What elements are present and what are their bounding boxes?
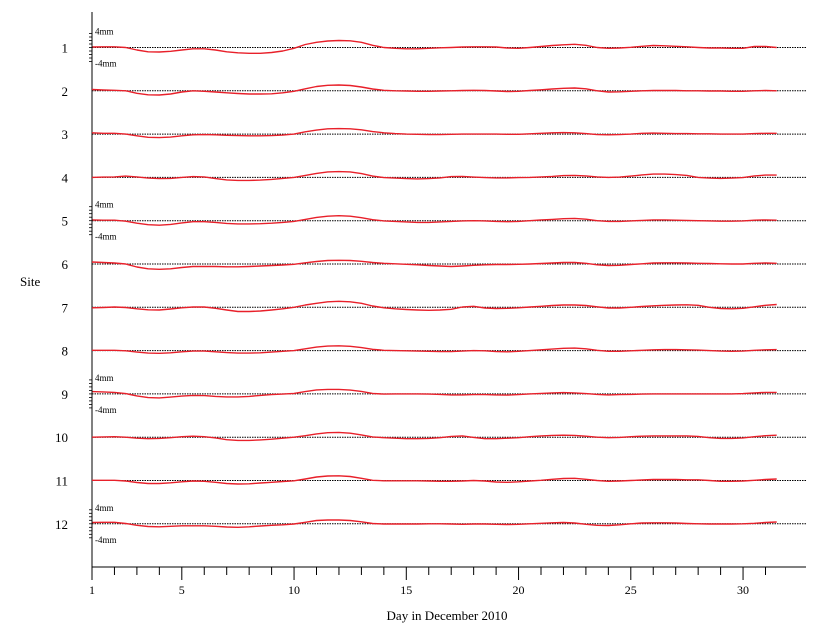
series-line-site-11: [92, 475, 777, 485]
x-tick-label-10: 10: [288, 583, 300, 597]
scale-label-top: 4mm: [95, 200, 114, 210]
site-row-12: 12 4mm -4mm: [55, 503, 806, 545]
site-row-4: 4: [62, 170, 806, 185]
series-line-site-5: [91, 214, 777, 226]
series-line-site-12: [91, 519, 777, 528]
site-row-9: 9 4mm -4mm: [62, 373, 806, 415]
site-label-5: 5: [62, 214, 69, 229]
site-row-3: 3: [62, 127, 806, 142]
scale-label-top: 4mm: [95, 27, 114, 37]
site-label-1: 1: [62, 41, 69, 56]
site-rows: 1 4mm -4mm 2 3 4 5 4mm -4mm 6 7 8 9 4mm -4mm 10 11 12 4mm -…: [55, 27, 806, 545]
series-line-site-3: [91, 127, 777, 139]
site-row-6: 6: [62, 257, 806, 272]
series-line-site-8: [92, 345, 777, 354]
x-axis-title: Day in December 2010: [387, 608, 508, 623]
series-line-site-4: [91, 170, 777, 182]
x-tick-label-1: 1: [89, 583, 95, 597]
site-row-8: 8: [62, 344, 806, 359]
scale-bar-site-9: 4mm -4mm: [89, 373, 117, 415]
site-label-9: 9: [62, 387, 69, 402]
x-tick-label-30: 30: [737, 583, 749, 597]
series-line-site-10: [91, 431, 777, 442]
site-row-7: 7: [62, 300, 806, 315]
series-line-site-6: [91, 259, 777, 270]
x-tick-label-20: 20: [513, 583, 525, 597]
site-row-11: 11: [55, 474, 806, 489]
site-label-7: 7: [62, 300, 69, 315]
site-row-1: 1 4mm -4mm: [62, 27, 806, 69]
site-row-2: 2: [62, 84, 806, 99]
series-line-site-9: [91, 388, 777, 399]
site-label-4: 4: [62, 170, 69, 185]
scale-label-bottom: -4mm: [95, 232, 117, 242]
series-line-site-2: [91, 84, 777, 96]
scale-bar-site-1: 4mm -4mm: [89, 27, 117, 69]
scale-label-bottom: -4mm: [95, 535, 117, 545]
site-row-10: 10: [55, 430, 806, 445]
scale-bar-site-5: 4mm -4mm: [89, 200, 117, 242]
x-tick-label-15: 15: [400, 583, 412, 597]
x-axis-ticks: 1 5 10 15 20 25 30: [89, 567, 766, 597]
x-tick-label-25: 25: [625, 583, 637, 597]
site-label-11: 11: [55, 474, 68, 489]
site-label-3: 3: [62, 127, 69, 142]
scale-label-top: 4mm: [95, 503, 114, 513]
scale-label-bottom: -4mm: [95, 59, 117, 69]
scale-label-bottom: -4mm: [95, 405, 117, 415]
site-label-10: 10: [55, 430, 68, 445]
site-label-12: 12: [55, 517, 68, 532]
y-axis-title: Site: [20, 274, 40, 289]
site-label-6: 6: [62, 257, 69, 272]
series-line-site-1: [91, 39, 777, 54]
x-tick-label-5: 5: [179, 583, 185, 597]
scale-label-top: 4mm: [95, 373, 114, 383]
site-label-8: 8: [62, 344, 69, 359]
site-label-2: 2: [62, 84, 69, 99]
site-row-5: 5 4mm -4mm: [62, 200, 806, 242]
series-line-site-7: [91, 300, 777, 313]
scale-bar-site-12: 4mm -4mm: [89, 503, 117, 545]
